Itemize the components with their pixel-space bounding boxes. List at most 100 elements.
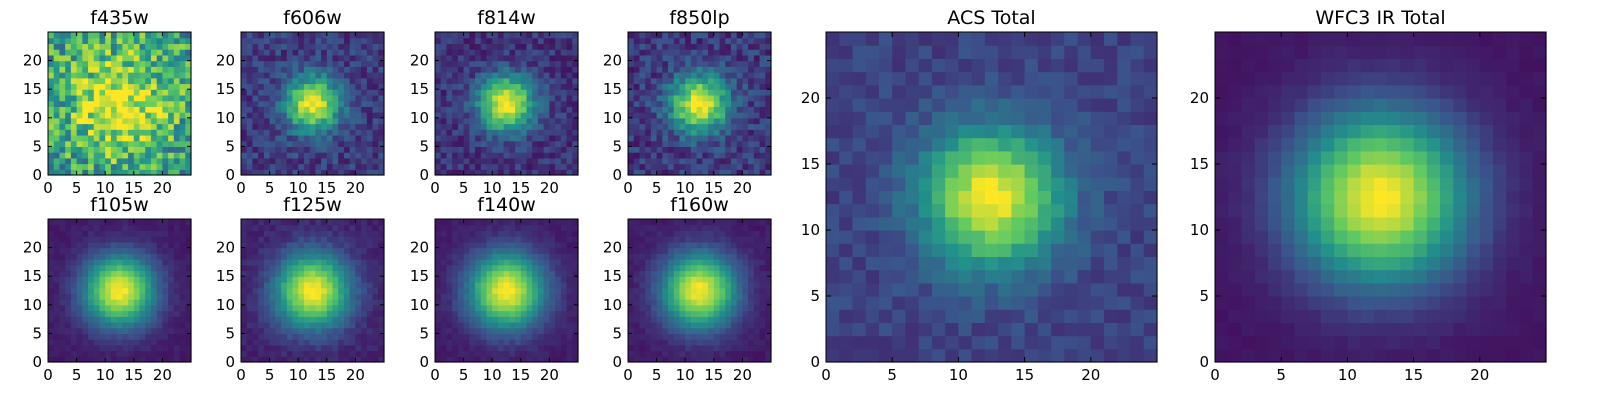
heatmap-cell (361, 356, 368, 363)
heatmap-cell (82, 112, 89, 119)
heatmap-cell (162, 316, 169, 323)
heatmap-cell (639, 316, 646, 323)
heatmap-cell (185, 157, 192, 165)
heatmap-cell (469, 157, 476, 165)
heatmap-cell (93, 350, 101, 357)
heatmap-cell (133, 83, 141, 90)
heatmap-cell (492, 219, 499, 226)
heatmap-cell (315, 152, 322, 159)
heatmap-cell (116, 146, 123, 153)
heatmap-cell (696, 117, 703, 125)
heatmap-cell (435, 241, 442, 249)
heatmap-cell (566, 72, 573, 79)
heatmap-cell (315, 287, 322, 294)
heatmap-cell (241, 72, 248, 79)
heatmap-cell (326, 247, 334, 254)
heatmap-cell (156, 247, 163, 254)
heatmap-cell (730, 339, 738, 346)
heatmap-cell (572, 241, 579, 249)
heatmap-cell (122, 32, 129, 39)
heatmap-cell (469, 140, 476, 147)
heatmap-cell (53, 253, 61, 260)
heatmap-cell (463, 66, 470, 73)
heatmap-cell (452, 112, 459, 119)
heatmap-cell (298, 270, 305, 277)
heatmap-cell (116, 163, 123, 170)
heatmap-cell (435, 83, 442, 90)
heatmap-cell (560, 123, 568, 130)
heatmap-cell (753, 276, 761, 283)
heatmap-cell (492, 350, 499, 357)
y-tick-label: 0 (32, 353, 42, 371)
heatmap-cell (65, 146, 72, 153)
heatmap-cell (105, 287, 112, 294)
heatmap-cell (105, 43, 112, 50)
heatmap-cell (526, 281, 533, 289)
heatmap-cell (292, 224, 299, 232)
heatmap-cell (736, 304, 743, 312)
heatmap-cell (241, 299, 248, 306)
heatmap-cell (281, 350, 288, 357)
heatmap-cell (486, 253, 493, 260)
heatmap-cell (281, 344, 288, 352)
heatmap-cell (549, 344, 556, 352)
heatmap-cell (179, 310, 186, 317)
heatmap-cell (469, 310, 476, 317)
heatmap-cell (452, 259, 459, 266)
heatmap-cell (708, 83, 715, 90)
heatmap-cell (275, 146, 282, 153)
heatmap-cell (639, 270, 646, 277)
heatmap-cell (110, 276, 118, 283)
heatmap-cell (116, 66, 123, 73)
heatmap-cell (93, 253, 101, 260)
heatmap-cell (355, 321, 362, 329)
heatmap-cell (139, 140, 146, 147)
heatmap-cell (65, 72, 72, 79)
heatmap-cell (520, 219, 528, 226)
heatmap-cell (690, 100, 698, 107)
heatmap-cell (372, 253, 379, 260)
heatmap-cell (469, 350, 476, 357)
heatmap-cell (156, 333, 163, 340)
heatmap-cell (139, 129, 146, 136)
heatmap-cell (742, 106, 749, 113)
heatmap-cell (286, 134, 294, 142)
heatmap-cell (497, 344, 505, 352)
heatmap-cell (662, 77, 669, 85)
heatmap-cell (173, 316, 181, 323)
heatmap-cell (269, 304, 276, 312)
heatmap-cell (480, 333, 488, 340)
heatmap-cell (446, 134, 453, 142)
heatmap-cell (526, 157, 533, 165)
heatmap-cell (258, 66, 265, 73)
heatmap-cell (497, 310, 505, 317)
heatmap-cell (145, 259, 152, 266)
heatmap-cell (486, 54, 493, 62)
heatmap-cell (326, 54, 334, 62)
heatmap-cell (566, 304, 573, 312)
heatmap-cell (88, 304, 95, 312)
heatmap-cell (725, 117, 732, 125)
heatmap-cell (662, 287, 669, 294)
heatmap-cell (263, 270, 271, 277)
heatmap-cell (105, 259, 112, 266)
heatmap-cell (446, 276, 453, 283)
heatmap-cell (53, 100, 61, 107)
heatmap-cell (309, 339, 316, 346)
heatmap-cell (475, 60, 482, 67)
heatmap-cell (446, 253, 453, 260)
heatmap-cell (486, 230, 493, 237)
heatmap-cell (303, 163, 311, 170)
heatmap-cell (185, 60, 192, 67)
heatmap-cell (269, 321, 276, 329)
heatmap-cell (246, 253, 254, 260)
heatmap-cell (298, 339, 305, 346)
heatmap-cell (662, 304, 669, 312)
heatmap-cell (549, 134, 556, 142)
heatmap-cell (503, 287, 510, 294)
heatmap-cell (133, 344, 141, 352)
heatmap-cell (446, 224, 453, 232)
heatmap-cell (696, 54, 703, 62)
heatmap-cell (628, 344, 635, 352)
heatmap-cell (162, 230, 169, 237)
